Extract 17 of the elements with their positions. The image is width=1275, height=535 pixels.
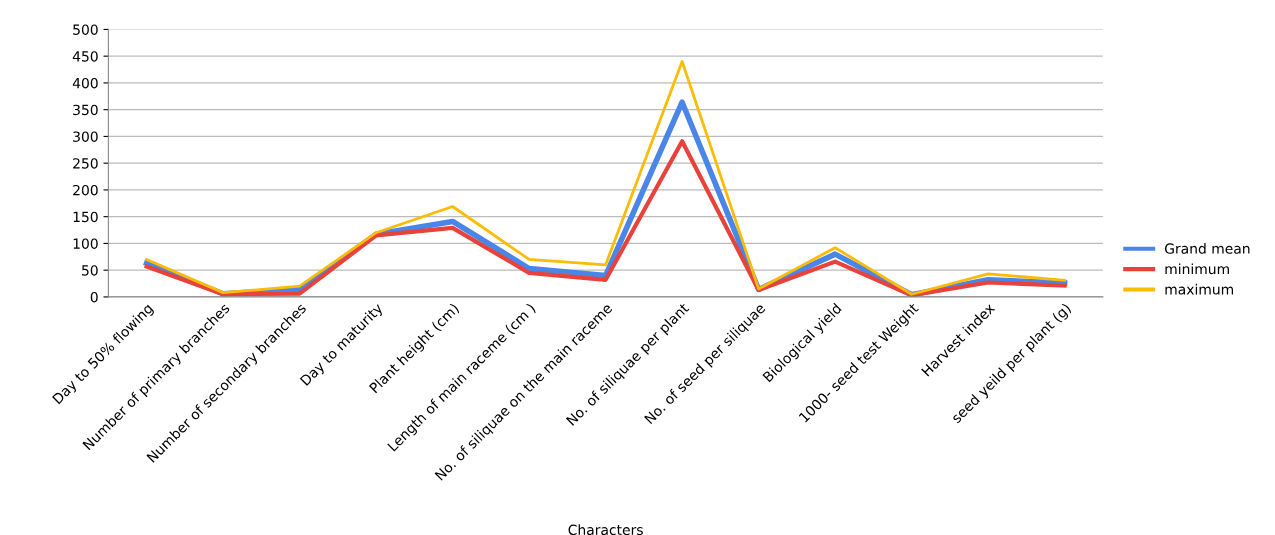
legend-label: Grand mean: [1164, 243, 1250, 254]
y-tick-label: 0: [90, 291, 98, 303]
y-tick-label: 400: [72, 77, 98, 89]
y-tick-label: 300: [73, 131, 98, 142]
legend-label: maximum: [1165, 283, 1234, 295]
y-tick-label: 350: [73, 104, 98, 116]
y-tick-label: 200: [73, 184, 98, 196]
y-tick-label: 50: [82, 265, 98, 276]
y-tick-label: 100: [73, 238, 98, 249]
x-axis-title: Characters: [568, 524, 643, 535]
y-tick-label: 150: [73, 211, 98, 223]
line-series: [144, 139, 1067, 297]
legend-label: minimum: [1165, 263, 1229, 275]
y-tick-label: 450: [72, 51, 98, 62]
y-tick-label: 250: [73, 158, 98, 169]
y-tick-label: 500: [73, 24, 98, 35]
line-series: [145, 60, 1067, 296]
